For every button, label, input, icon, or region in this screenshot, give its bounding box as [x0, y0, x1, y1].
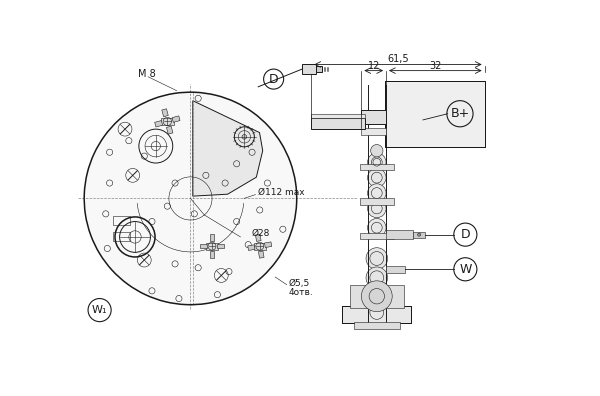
Text: W₁: W₁	[92, 305, 107, 315]
Bar	[113, 232, 130, 241]
Polygon shape	[200, 244, 207, 248]
Text: 4отв.: 4отв.	[289, 288, 314, 297]
Polygon shape	[162, 109, 168, 117]
Text: M 8: M 8	[138, 69, 156, 79]
Polygon shape	[206, 243, 218, 250]
Bar	[342, 306, 412, 323]
Circle shape	[368, 184, 386, 202]
Bar	[385, 82, 485, 147]
Polygon shape	[248, 245, 255, 251]
Polygon shape	[210, 234, 214, 241]
Circle shape	[366, 302, 388, 323]
Text: Ø112 max: Ø112 max	[258, 188, 304, 197]
Bar	[386, 266, 405, 273]
Text: B+: B+	[451, 107, 470, 120]
Polygon shape	[217, 244, 224, 248]
Circle shape	[366, 248, 388, 269]
Polygon shape	[259, 251, 264, 258]
Circle shape	[368, 219, 386, 237]
Bar	[360, 198, 394, 205]
Circle shape	[361, 281, 392, 312]
Bar	[385, 82, 485, 147]
Polygon shape	[256, 234, 261, 242]
Bar	[302, 65, 316, 74]
Circle shape	[368, 153, 386, 171]
Text: Ø5,5: Ø5,5	[289, 279, 310, 287]
Wedge shape	[84, 92, 297, 305]
Bar	[113, 216, 130, 225]
Circle shape	[368, 199, 386, 218]
Polygon shape	[254, 243, 266, 250]
Polygon shape	[193, 101, 263, 196]
Polygon shape	[166, 126, 173, 134]
Polygon shape	[265, 242, 272, 248]
Bar	[311, 118, 365, 129]
Bar	[361, 128, 386, 135]
Bar	[311, 114, 365, 118]
Bar	[361, 110, 386, 124]
Circle shape	[366, 267, 388, 289]
Circle shape	[418, 233, 421, 236]
Circle shape	[368, 168, 386, 187]
Bar	[386, 230, 413, 239]
Bar	[413, 232, 425, 238]
Bar	[360, 233, 394, 239]
Circle shape	[366, 286, 388, 308]
Bar	[354, 322, 400, 329]
Text: 61,5: 61,5	[387, 54, 409, 64]
Polygon shape	[161, 118, 173, 125]
Text: 32: 32	[429, 61, 442, 71]
Polygon shape	[155, 120, 163, 127]
Polygon shape	[210, 251, 214, 258]
Polygon shape	[172, 116, 180, 122]
Circle shape	[242, 135, 247, 139]
Bar	[316, 66, 322, 72]
Text: D: D	[269, 72, 278, 86]
Text: D: D	[461, 228, 470, 241]
Bar	[342, 306, 412, 323]
Bar	[350, 285, 404, 308]
Bar	[360, 164, 394, 170]
Text: 12: 12	[368, 61, 380, 71]
Text: Ø28: Ø28	[252, 228, 271, 238]
Text: W: W	[459, 263, 472, 276]
Circle shape	[371, 145, 383, 157]
